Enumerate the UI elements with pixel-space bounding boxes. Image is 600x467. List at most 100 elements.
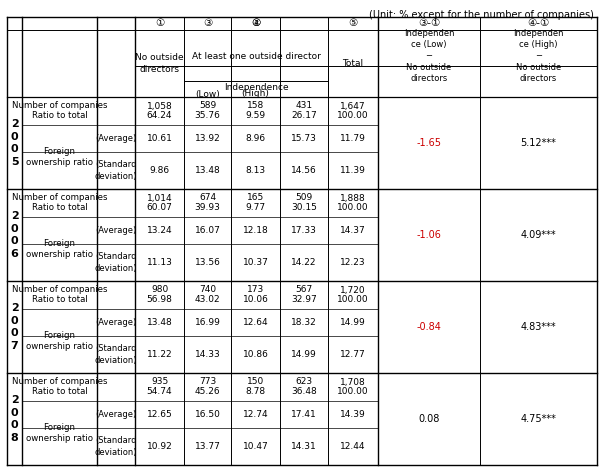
Text: 5.12***: 5.12*** — [521, 138, 556, 148]
Text: 2
0
0
7: 2 0 0 7 — [11, 304, 19, 351]
Text: 12.23: 12.23 — [340, 258, 366, 267]
Text: 54.74: 54.74 — [146, 388, 172, 396]
Text: (Average): (Average) — [95, 410, 137, 419]
Text: 16.99: 16.99 — [194, 318, 220, 327]
Text: 100.00: 100.00 — [337, 296, 369, 304]
Text: 10.92: 10.92 — [146, 442, 172, 451]
Text: 45.26: 45.26 — [194, 388, 220, 396]
Text: 773: 773 — [199, 377, 216, 387]
Text: 165: 165 — [247, 193, 264, 203]
Text: (Standard
deviation): (Standard deviation) — [95, 345, 137, 365]
Text: -0.84: -0.84 — [416, 322, 442, 332]
Text: 14.31: 14.31 — [291, 442, 317, 451]
Text: Ratio to total: Ratio to total — [32, 112, 88, 120]
Text: (Low): (Low) — [195, 90, 220, 99]
Text: Ratio to total: Ratio to total — [32, 204, 88, 212]
Text: Foreign
ownership ratio: Foreign ownership ratio — [26, 331, 93, 351]
Text: At least one outside director: At least one outside director — [191, 52, 320, 61]
Text: ④-①: ④-① — [527, 19, 550, 28]
Text: 8.78: 8.78 — [245, 388, 266, 396]
Text: 14.22: 14.22 — [291, 258, 317, 267]
Text: 9.59: 9.59 — [245, 112, 266, 120]
Text: 13.48: 13.48 — [146, 318, 172, 327]
Text: 56.98: 56.98 — [146, 296, 172, 304]
Text: 431: 431 — [295, 101, 313, 111]
Text: 0.08: 0.08 — [418, 414, 440, 424]
Text: (Average): (Average) — [95, 318, 137, 327]
Text: 10.86: 10.86 — [242, 350, 268, 359]
Text: 12.44: 12.44 — [340, 442, 366, 451]
Text: 9.86: 9.86 — [149, 166, 170, 175]
Text: ④: ④ — [251, 19, 260, 28]
Text: 13.92: 13.92 — [194, 134, 220, 143]
Text: 10.37: 10.37 — [242, 258, 268, 267]
Text: (High): (High) — [242, 90, 269, 99]
Text: No outside
directors: No outside directors — [135, 53, 184, 73]
Text: 2
0
0
5: 2 0 0 5 — [11, 120, 19, 167]
Text: 1,888: 1,888 — [340, 193, 366, 203]
Text: 18.32: 18.32 — [291, 318, 317, 327]
Text: ③: ③ — [203, 19, 212, 28]
Text: 740: 740 — [199, 285, 216, 295]
Text: Independen
ce (High)
−
No outside
directors: Independen ce (High) − No outside direct… — [513, 29, 564, 83]
Text: 11.13: 11.13 — [146, 258, 172, 267]
Text: 1,708: 1,708 — [340, 377, 366, 387]
Text: 14.99: 14.99 — [291, 350, 317, 359]
Text: Number of companies: Number of companies — [12, 101, 107, 111]
Text: 35.76: 35.76 — [194, 112, 220, 120]
Text: 980: 980 — [151, 285, 168, 295]
Text: (Unit: % except for the number of companies): (Unit: % except for the number of compan… — [369, 10, 594, 20]
Text: Ratio to total: Ratio to total — [32, 296, 88, 304]
Text: 15.73: 15.73 — [291, 134, 317, 143]
Text: Foreign
ownership ratio: Foreign ownership ratio — [26, 147, 93, 167]
Text: 674: 674 — [199, 193, 216, 203]
Text: 14.37: 14.37 — [340, 226, 366, 235]
Text: (Average): (Average) — [95, 226, 137, 235]
Text: (Average): (Average) — [95, 134, 137, 143]
Text: (Standard
deviation): (Standard deviation) — [95, 253, 137, 273]
Text: Number of companies: Number of companies — [12, 285, 107, 295]
Text: 14.56: 14.56 — [291, 166, 317, 175]
Text: 11.39: 11.39 — [340, 166, 366, 175]
Text: 2
0
0
8: 2 0 0 8 — [11, 396, 19, 443]
Text: ②: ② — [251, 19, 260, 28]
Text: (Standard
deviation): (Standard deviation) — [95, 161, 137, 181]
Text: 60.07: 60.07 — [146, 204, 172, 212]
Text: Ratio to total: Ratio to total — [32, 388, 88, 396]
Text: 36.48: 36.48 — [291, 388, 317, 396]
Text: Number of companies: Number of companies — [12, 377, 107, 387]
Text: 4.09***: 4.09*** — [521, 230, 556, 240]
Text: 10.47: 10.47 — [242, 442, 268, 451]
Text: 13.77: 13.77 — [194, 442, 220, 451]
Text: 10.06: 10.06 — [242, 296, 268, 304]
Text: 100.00: 100.00 — [337, 204, 369, 212]
Text: -1.65: -1.65 — [416, 138, 442, 148]
Text: 509: 509 — [295, 193, 313, 203]
Text: 150: 150 — [247, 377, 264, 387]
Text: 158: 158 — [247, 101, 264, 111]
Text: 12.65: 12.65 — [146, 410, 172, 419]
Text: 1,647: 1,647 — [340, 101, 366, 111]
Text: 11.22: 11.22 — [146, 350, 172, 359]
Text: 26.17: 26.17 — [291, 112, 317, 120]
Text: Foreign
ownership ratio: Foreign ownership ratio — [26, 423, 93, 443]
Text: 13.56: 13.56 — [194, 258, 220, 267]
Text: 8.13: 8.13 — [245, 166, 266, 175]
Text: 11.79: 11.79 — [340, 134, 366, 143]
Text: 17.41: 17.41 — [291, 410, 317, 419]
Text: 13.48: 13.48 — [194, 166, 220, 175]
Text: 12.77: 12.77 — [340, 350, 366, 359]
Text: 173: 173 — [247, 285, 264, 295]
Text: 12.64: 12.64 — [242, 318, 268, 327]
Text: ③-①: ③-① — [418, 19, 440, 28]
Text: ⑤: ⑤ — [349, 19, 358, 28]
Text: 4.75***: 4.75*** — [521, 414, 556, 424]
Text: 12.74: 12.74 — [242, 410, 268, 419]
Text: 2
0
0
6: 2 0 0 6 — [11, 212, 19, 259]
Text: 14.99: 14.99 — [340, 318, 366, 327]
Text: 1,058: 1,058 — [146, 101, 172, 111]
Text: Foreign
ownership ratio: Foreign ownership ratio — [26, 239, 93, 259]
Text: (Standard
deviation): (Standard deviation) — [95, 437, 137, 457]
Text: 4.83***: 4.83*** — [521, 322, 556, 332]
Text: Independen
ce (Low)
−
No outside
directors: Independen ce (Low) − No outside directo… — [404, 29, 454, 83]
